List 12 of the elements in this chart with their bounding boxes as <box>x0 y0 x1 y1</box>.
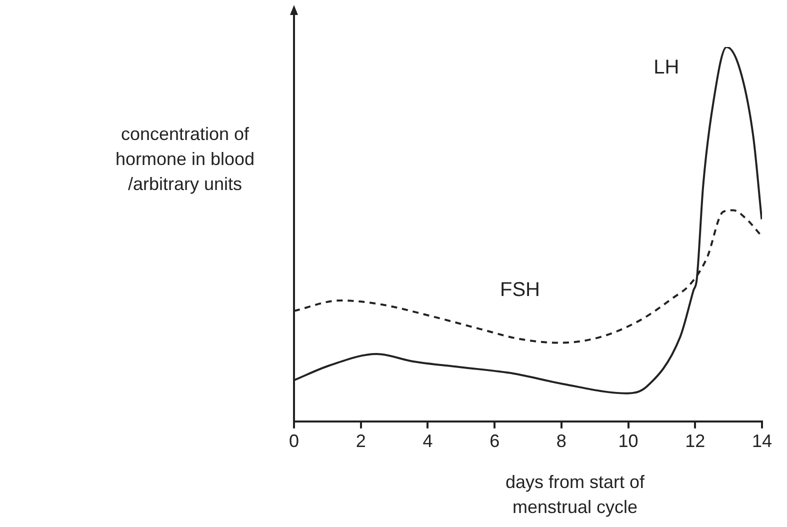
series-label: FSH <box>500 278 540 301</box>
x-tick-label: 12 <box>685 431 706 452</box>
x-tick-label: 8 <box>556 431 566 452</box>
y-axis-title: concentration of hormone in blood /arbitrary units <box>114 123 256 196</box>
x-tick-label: 0 <box>288 431 300 452</box>
series-label: LH <box>654 56 680 78</box>
x-tick-label: 4 <box>422 431 433 452</box>
x-tick-label: 10 <box>618 431 638 452</box>
x-tick-label: 2 <box>356 431 366 452</box>
x-axis-title: days from start of menstrual cycle <box>504 471 646 519</box>
x-tick-label: 14 <box>752 431 772 452</box>
x-tick-label: 6 <box>490 431 500 452</box>
